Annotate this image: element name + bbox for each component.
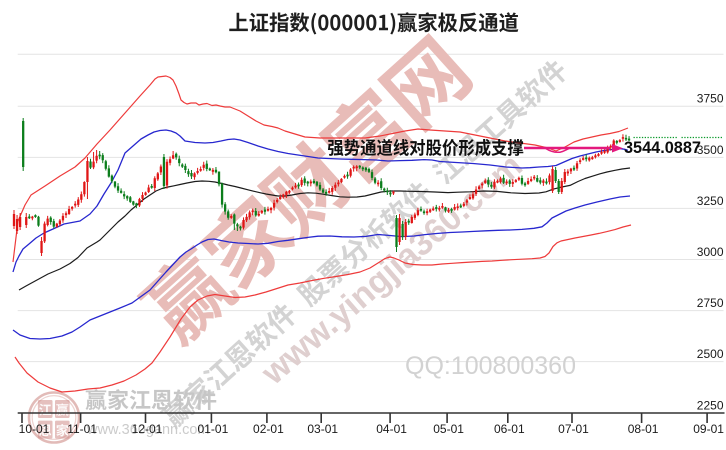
svg-text:05-01: 05-01 [433,422,464,436]
svg-text:02-01: 02-01 [253,422,284,436]
svg-text:08-01: 08-01 [628,422,659,436]
svg-text:10-01: 10-01 [19,422,50,436]
svg-text:2750: 2750 [697,296,724,310]
svg-text:2250: 2250 [697,398,724,412]
svg-text:07-01: 07-01 [558,422,589,436]
svg-text:www.360gann.com: www.360gann.com [86,422,210,438]
svg-text:04-01: 04-01 [376,422,407,436]
svg-text:3250: 3250 [697,194,724,208]
svg-text:3500: 3500 [697,143,724,157]
svg-text:06-01: 06-01 [494,422,525,436]
svg-text:11-01: 11-01 [67,422,97,436]
svg-text:03-01: 03-01 [307,422,338,436]
svg-text:2500: 2500 [697,347,724,361]
svg-text:01-01: 01-01 [198,422,229,436]
svg-text:3000: 3000 [697,245,724,259]
svg-text:3750: 3750 [697,92,724,106]
svg-text:QQ:100800360: QQ:100800360 [405,352,576,380]
svg-text:3544.0887: 3544.0887 [624,139,701,157]
svg-text:12-01: 12-01 [132,422,163,436]
svg-text:09-01: 09-01 [693,422,724,436]
